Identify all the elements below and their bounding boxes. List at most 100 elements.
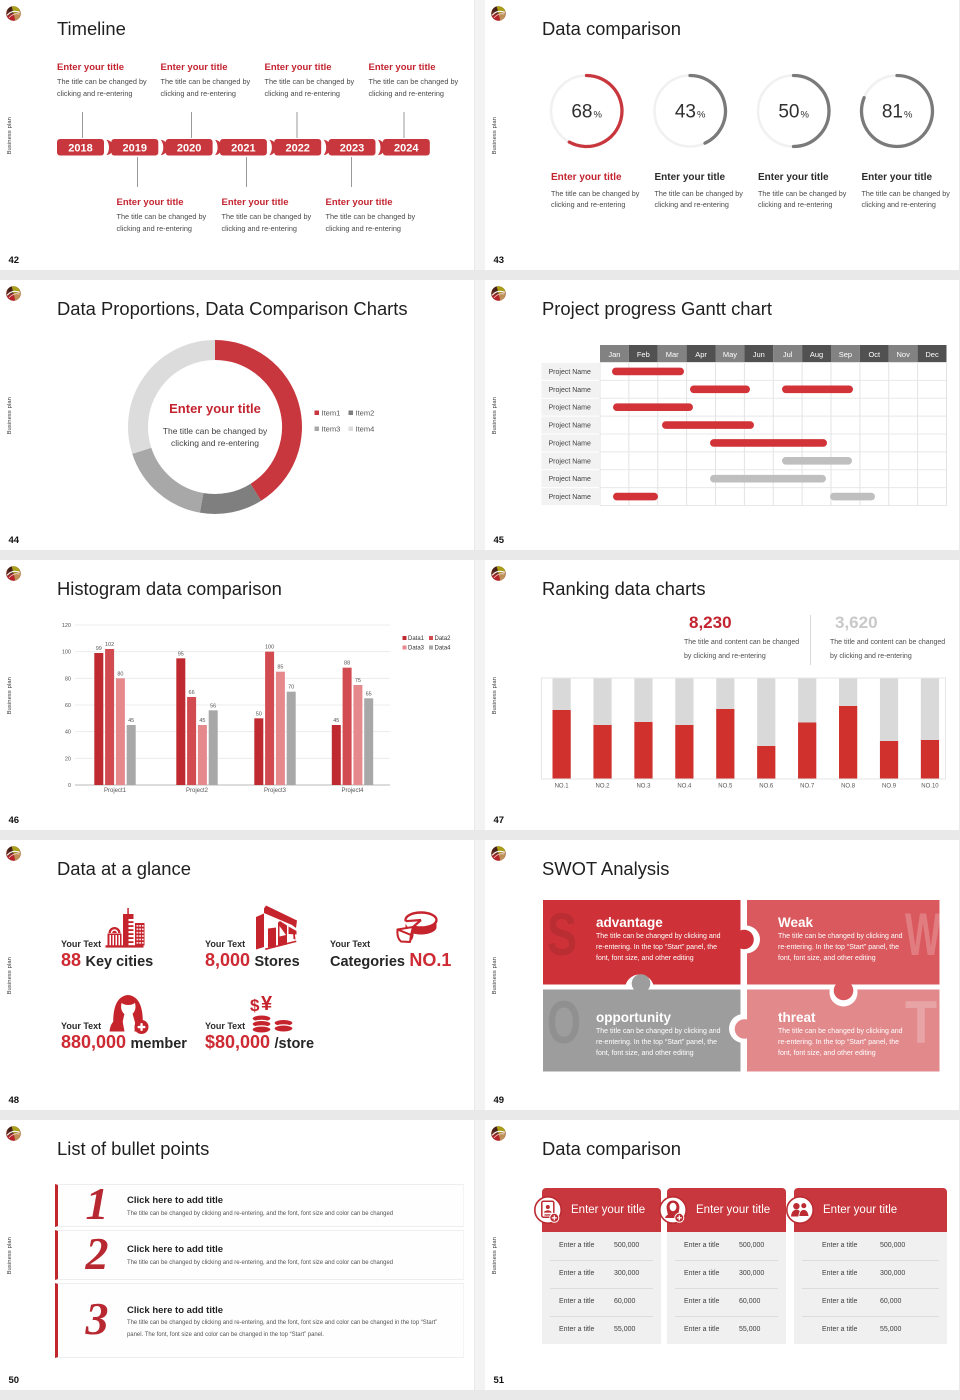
svg-text:Dec: Dec [925,350,939,359]
svg-text:100: 100 [62,650,71,656]
svg-text:%: % [697,110,706,121]
svg-text:¥: ¥ [261,996,273,1015]
svg-text:Data2: Data2 [435,636,452,642]
svg-text:The title can be changed by cl: The title can be changed by clicking and [596,1028,721,1035]
svg-text:Project Name: Project Name [549,458,592,465]
svg-text:80: 80 [65,676,71,682]
svg-text:43: 43 [675,102,696,123]
svg-text:NO.2: NO.2 [596,784,611,790]
svg-text:%: % [801,110,810,121]
svg-text:60: 60 [65,703,71,709]
svg-text:68: 68 [571,102,592,123]
svg-text:75: 75 [355,678,361,684]
svg-text:O: O [547,989,581,1056]
svg-text:Item1: Item1 [322,408,341,417]
svg-text:81: 81 [882,102,903,123]
svg-text:Jul: Jul [783,350,793,359]
svg-text:50: 50 [256,711,262,717]
svg-text:2021: 2021 [231,143,255,155]
svg-text:Project Name: Project Name [549,440,592,447]
svg-text:66: 66 [189,690,195,696]
svg-text:45: 45 [199,718,205,724]
svg-text:Oct: Oct [868,350,881,359]
svg-text:Project Name: Project Name [549,476,592,483]
svg-text:2023: 2023 [340,143,364,155]
svg-text:NO.8: NO.8 [841,784,856,790]
svg-text:Nov: Nov [897,350,911,359]
svg-text:50: 50 [778,102,799,123]
svg-text:re-entering. In the top “Start: re-entering. In the top “Start” panel, t… [778,944,899,951]
svg-text:2019: 2019 [123,143,147,155]
svg-text:Jan: Jan [608,350,620,359]
svg-text:Feb: Feb [637,350,650,359]
svg-text:W: W [905,901,941,968]
svg-text:NO.3: NO.3 [636,784,651,790]
svg-text:Project Name: Project Name [549,387,592,394]
svg-text:re-entering. In the top “Start: re-entering. In the top “Start” panel, t… [596,1039,717,1046]
svg-text:%: % [904,110,913,121]
svg-text:56: 56 [210,703,216,709]
svg-text:Jun: Jun [753,350,765,359]
svg-text:The title can be changed by cl: The title can be changed by clicking and [596,933,721,940]
svg-text:Aug: Aug [810,350,823,359]
svg-text:65: 65 [366,691,372,697]
svg-text:%: % [594,110,603,121]
svg-text:20: 20 [65,756,71,762]
svg-text:Item4: Item4 [356,424,375,433]
svg-text:99: 99 [96,646,102,652]
svg-text:threat: threat [778,1010,816,1025]
svg-text:font, font size, and other edi: font, font size, and other editing [596,955,694,962]
svg-text:88: 88 [344,661,350,667]
svg-text:NO.1: NO.1 [555,784,570,790]
svg-text:70: 70 [288,685,294,691]
svg-text:2024: 2024 [394,143,419,155]
svg-text:85: 85 [277,665,283,671]
svg-text:Sep: Sep [839,350,852,359]
svg-text:font, font size, and other edi: font, font size, and other editing [778,955,876,962]
svg-text:advantage: advantage [596,915,663,930]
svg-text:Apr: Apr [695,350,707,359]
svg-text:opportunity: opportunity [596,1010,671,1025]
svg-text:Project4: Project4 [341,788,364,794]
svg-text:$: $ [250,996,260,1015]
svg-text:The title can be changed by cl: The title can be changed by clicking and [778,933,903,940]
svg-text:Item2: Item2 [356,408,375,417]
svg-text:May: May [723,350,737,359]
svg-text:100: 100 [265,645,274,651]
svg-text:Item3: Item3 [322,424,341,433]
svg-text:Data1: Data1 [408,636,425,642]
svg-text:font, font size, and other edi: font, font size, and other editing [596,1050,694,1057]
svg-text:Weak: Weak [778,915,814,930]
svg-text:102: 102 [105,642,114,648]
svg-text:Project Name: Project Name [549,369,592,376]
svg-text:font, font size, and other edi: font, font size, and other editing [778,1050,876,1057]
svg-text:re-entering. In the top “Start: re-entering. In the top “Start” panel, t… [596,944,717,951]
svg-text:45: 45 [333,718,339,724]
svg-text:NO.4: NO.4 [677,784,692,790]
svg-text:95: 95 [178,651,184,657]
svg-text:NO.10: NO.10 [921,784,939,790]
svg-text:NO.7: NO.7 [800,784,815,790]
svg-text:Data4: Data4 [435,646,452,652]
svg-text:45: 45 [128,718,134,724]
svg-text:Data3: Data3 [408,646,425,652]
svg-text:Project Name: Project Name [549,405,592,412]
svg-text:S: S [547,901,577,968]
svg-text:T: T [905,989,937,1056]
svg-text:120: 120 [62,623,71,629]
svg-text:NO.5: NO.5 [718,784,733,790]
svg-text:NO.6: NO.6 [759,784,774,790]
svg-text:40: 40 [65,730,71,736]
svg-text:Mar: Mar [666,350,679,359]
svg-text:Project Name: Project Name [549,423,592,430]
svg-text:Project2: Project2 [186,788,209,794]
svg-text:Project Name: Project Name [549,494,592,501]
svg-text:NO.9: NO.9 [882,784,897,790]
svg-text:2022: 2022 [285,143,309,155]
svg-text:2020: 2020 [177,143,201,155]
svg-text:80: 80 [117,671,123,677]
svg-text:2018: 2018 [68,143,92,155]
svg-text:The title can be changed by cl: The title can be changed by clicking and [778,1028,903,1035]
svg-text:Project3: Project3 [264,788,287,794]
svg-text:re-entering. In the top “Start: re-entering. In the top “Start” panel, t… [778,1039,899,1046]
